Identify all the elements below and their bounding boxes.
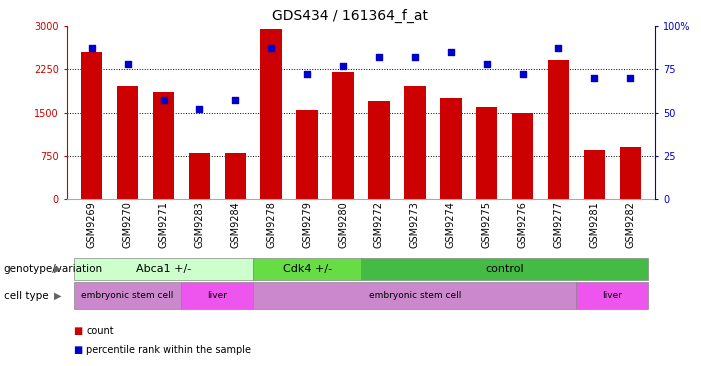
Bar bbox=[153, 92, 175, 199]
Point bbox=[230, 97, 241, 103]
Text: count: count bbox=[86, 326, 114, 336]
Point bbox=[266, 45, 277, 51]
Point bbox=[194, 106, 205, 112]
Bar bbox=[189, 153, 210, 199]
Bar bbox=[584, 150, 605, 199]
Point bbox=[481, 61, 492, 67]
Text: embryonic stem cell: embryonic stem cell bbox=[369, 291, 461, 300]
Bar bbox=[297, 110, 318, 199]
Point bbox=[589, 75, 600, 81]
Point bbox=[122, 61, 133, 67]
Text: Abca1 +/-: Abca1 +/- bbox=[136, 264, 191, 274]
Bar bbox=[368, 101, 390, 199]
Bar bbox=[512, 113, 533, 199]
Bar bbox=[117, 86, 138, 199]
Text: ■: ■ bbox=[74, 326, 83, 336]
Text: ▶: ▶ bbox=[53, 264, 61, 274]
Text: liver: liver bbox=[207, 291, 227, 300]
Point bbox=[517, 71, 528, 77]
Text: Cdk4 +/-: Cdk4 +/- bbox=[283, 264, 332, 274]
Text: ■: ■ bbox=[74, 344, 83, 355]
Bar bbox=[404, 86, 426, 199]
Bar bbox=[224, 153, 246, 199]
Point bbox=[158, 97, 169, 103]
Text: liver: liver bbox=[602, 291, 622, 300]
Bar bbox=[81, 52, 102, 199]
Bar bbox=[332, 72, 354, 199]
Bar bbox=[476, 107, 498, 199]
Text: genotype/variation: genotype/variation bbox=[4, 264, 102, 274]
Bar bbox=[440, 98, 461, 199]
Point bbox=[86, 45, 97, 51]
Bar bbox=[261, 29, 282, 199]
Text: percentile rank within the sample: percentile rank within the sample bbox=[86, 344, 251, 355]
Bar bbox=[620, 147, 641, 199]
Text: embryonic stem cell: embryonic stem cell bbox=[81, 291, 174, 300]
Point bbox=[409, 54, 421, 60]
Text: ▶: ▶ bbox=[53, 291, 61, 300]
Point bbox=[301, 71, 313, 77]
Text: control: control bbox=[485, 264, 524, 274]
Point bbox=[374, 54, 385, 60]
Point bbox=[553, 45, 564, 51]
Text: GDS434 / 161364_f_at: GDS434 / 161364_f_at bbox=[273, 9, 428, 23]
Bar bbox=[547, 60, 569, 199]
Point bbox=[625, 75, 636, 81]
Point bbox=[337, 63, 348, 68]
Point bbox=[445, 49, 456, 55]
Text: cell type: cell type bbox=[4, 291, 48, 300]
